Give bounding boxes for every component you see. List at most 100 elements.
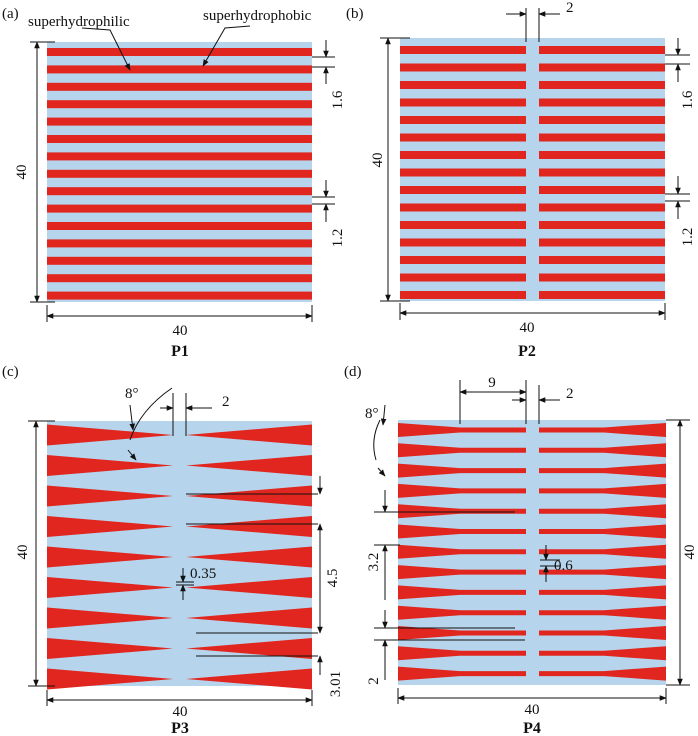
panel-a-name: P1 [171,343,189,360]
panel-a-stripe [47,239,312,248]
panel-a-height-label: 40 [14,165,30,180]
panel-b-stripe-right [539,256,665,264]
panel-a-letter: (a) [2,6,19,22]
panel-d-stripe-left [398,463,526,478]
panel-d-stripe-left [398,605,526,620]
panel-b-stripe-left [400,256,526,264]
callout-superhydrophilic: superhydrophilic [28,14,130,30]
panel-d-stripe-right [539,585,666,600]
panel-c-wedge-left [47,485,173,507]
panel-c-angle-label: 8° [125,386,139,402]
panel-d-gap-label: 2 [566,386,574,402]
panel-c-wedge-left [47,424,173,446]
panel-c-wedge-right [186,607,312,629]
panel-c-height-label: 40 [15,545,31,560]
panel-c-wedge-right [186,546,312,568]
panel-b-stripe-right [539,238,665,247]
panel-a-stripe [47,204,312,213]
panel-c-dim-3.01: 3.01 [328,671,344,697]
panel-c-wedge-right [186,516,312,537]
panel-c-width-label: 40 [173,704,188,720]
panel-d-stripe-right [539,463,666,478]
panel-b-stripe-left [400,98,526,107]
panel-d-stripe-right [539,443,666,458]
panel-b-stripe-right [539,186,665,194]
panel-b-height-label: 40 [370,153,386,168]
panel-b-stripe-left [400,203,526,212]
panel-b-stripe-left [400,238,526,247]
panel-c-wedge-left [47,668,173,690]
panel-b-stripe-left [400,151,526,159]
panel-a-stripe [47,82,312,91]
panel-b-stripe-right [539,98,665,107]
panel-b-letter: (b) [346,6,364,22]
panel-c-wedges [47,424,312,690]
panel-d-stripe-right [539,524,666,539]
panel-d-stripe-left [398,646,526,661]
panel-a: (a) superhydrophilic superhydrophobic 40… [2,6,346,360]
panel-d-letter: (d) [344,364,362,380]
panel-b-name: P2 [518,343,536,360]
panel-a-dim-1.6: 1.6 [330,90,346,109]
panel-c-dim-4.5: 4.5 [325,569,341,588]
panel-c-wedge-right [186,424,312,446]
panel-b-stripe-right [539,221,665,229]
panel-b-stripe-left [400,221,526,229]
panel-d-stripes [398,423,666,681]
panel-d-stripe-left [398,504,526,519]
panel-c-name: P3 [171,720,189,736]
panel-d-stripe-left [398,524,526,539]
panel-b-dim-1.2: 1.2 [680,228,696,247]
panel-d-dim-3.2: 3.2 [366,553,382,572]
panel-b-stripe-right [539,81,665,89]
panel-c-letter: (c) [2,364,19,380]
panel-b: (b) 2 40 40 P2 1.6 1.2 [346,0,696,360]
panel-c-wedge-left [47,546,173,568]
panel-b-stripe-left [400,186,526,194]
panel-b-stripes [400,46,665,299]
panel-b-stripe-left [400,46,526,54]
panel-d-dim-9: 9 [488,375,496,391]
panel-b-width-label: 40 [520,320,535,336]
panel-a-stripe [47,291,312,300]
panel-b-dim-1.6: 1.6 [680,90,696,109]
panel-a-stripe [47,65,312,74]
panel-d-stripe-left [398,565,526,580]
panel-a-stripes [47,48,312,300]
panel-d-stripe-right [539,483,666,498]
callout-superhydrophobic: superhydrophobic [203,8,312,24]
panel-a-stripe [47,187,312,196]
panel-d-angle-arc [373,419,381,461]
callout-arrow-hydrophobic [202,25,251,67]
panel-d-stripe-right [539,504,666,519]
panel-c-dim-0.35: 0.35 [190,566,216,582]
panel-b-stripe-left [400,273,526,282]
panel-d-height-label: 40 [682,545,698,560]
panel-a-stripe [47,256,312,265]
panel-c-wedge-right [186,577,312,598]
panel-a-stripe [47,152,312,161]
panel-b-stripe-left [400,291,526,299]
panel-d-angle-label: 8° [365,406,379,422]
panel-d-stripe-left [398,585,526,600]
panel-d-stripe-right [539,666,666,681]
panel-d-stripe-right [539,605,666,620]
panel-a-stripe [47,48,312,56]
panel-b-stripe-left [400,63,526,72]
panel-b-stripe-right [539,203,665,212]
panel-d-stripe-left [398,423,526,437]
panel-d-stripe-right [539,423,666,437]
panel-c-wedge-left [47,607,173,629]
panel-b-stripe-left [400,116,526,124]
panel-b-stripe-right [539,63,665,72]
panel-c-wedge-right [186,638,312,659]
panel-b-stripe-right [539,133,665,142]
panel-a-stripe [47,222,312,230]
panel-c-wedge-right [186,668,312,690]
panel-c-wedge-right [186,455,312,476]
panel-c-gap-label: 2 [222,394,230,410]
panel-c-wedge-left [47,577,173,598]
panel-c-angle-arc [129,387,173,441]
